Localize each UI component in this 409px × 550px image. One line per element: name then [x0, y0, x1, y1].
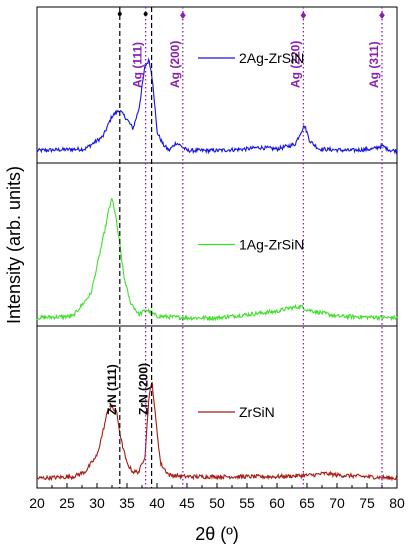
peak-label-Ag (200): Ag (200) [168, 41, 182, 88]
x-tick-label: 20 [29, 495, 45, 511]
x-tick-label: 60 [269, 495, 285, 511]
peak-marker: • [116, 7, 124, 23]
peak-label-ZrN (111): ZrN (111) [105, 364, 119, 415]
x-tick-label: 45 [179, 495, 195, 511]
panel-frame-3 [36, 325, 398, 489]
x-tick-label: 25 [59, 495, 75, 511]
series-line-ZrSiN [36, 382, 398, 482]
x-tick-label: 75 [359, 495, 375, 511]
peak-marker: ♦ [178, 11, 187, 22]
x-tick-label: 70 [329, 495, 345, 511]
peak-marker: • [141, 7, 149, 23]
peak-label-Ag (220): Ag (220) [288, 41, 302, 88]
panels-group [36, 6, 398, 489]
legend-label-ZrSiN: ZrSiN [239, 404, 275, 420]
series-line-1Ag-ZrSiN [36, 197, 398, 322]
peak-labels-group: ZrN (111) ZrN (200) Ag (111) Ag (200) Ag (22… [105, 7, 387, 415]
legend-label-2Ag-ZrSiN: 2Ag-ZrSiN [239, 50, 304, 66]
legends-group: 2Ag-ZrSiN 1Ag-ZrSiN ZrSiN [198, 50, 304, 420]
x-tick-label: 65 [299, 495, 315, 511]
y-axis-label: Intensity (arb. units) [4, 166, 24, 324]
peak-label-Ag (111): Ag (111) [131, 42, 145, 88]
peak-label-Ag (311): Ag (311) [367, 41, 381, 88]
peak-marker: ♦ [378, 11, 387, 22]
legend-label-1Ag-ZrSiN: 1Ag-ZrSiN [239, 237, 304, 253]
x-tick-label: 55 [239, 495, 255, 511]
x-tick-label: 80 [389, 495, 405, 511]
x-axis-label: 2θ (º) [195, 524, 239, 544]
panel-frame-1 [36, 6, 398, 164]
x-tick-label: 30 [89, 495, 105, 511]
reference-lines-group [119, 7, 383, 488]
peak-marker: ♦ [299, 11, 308, 22]
x-tick-label: 40 [149, 495, 165, 511]
x-tick-label: 50 [209, 495, 225, 511]
x-axis: 20 25 30 35 40 45 50 55 60 65 70 75 80 [29, 483, 405, 511]
peak-label-ZrN (200): ZrN (200) [137, 363, 151, 415]
series-line-2Ag-ZrSiN [36, 57, 398, 155]
x-tick-label: 35 [119, 495, 135, 511]
